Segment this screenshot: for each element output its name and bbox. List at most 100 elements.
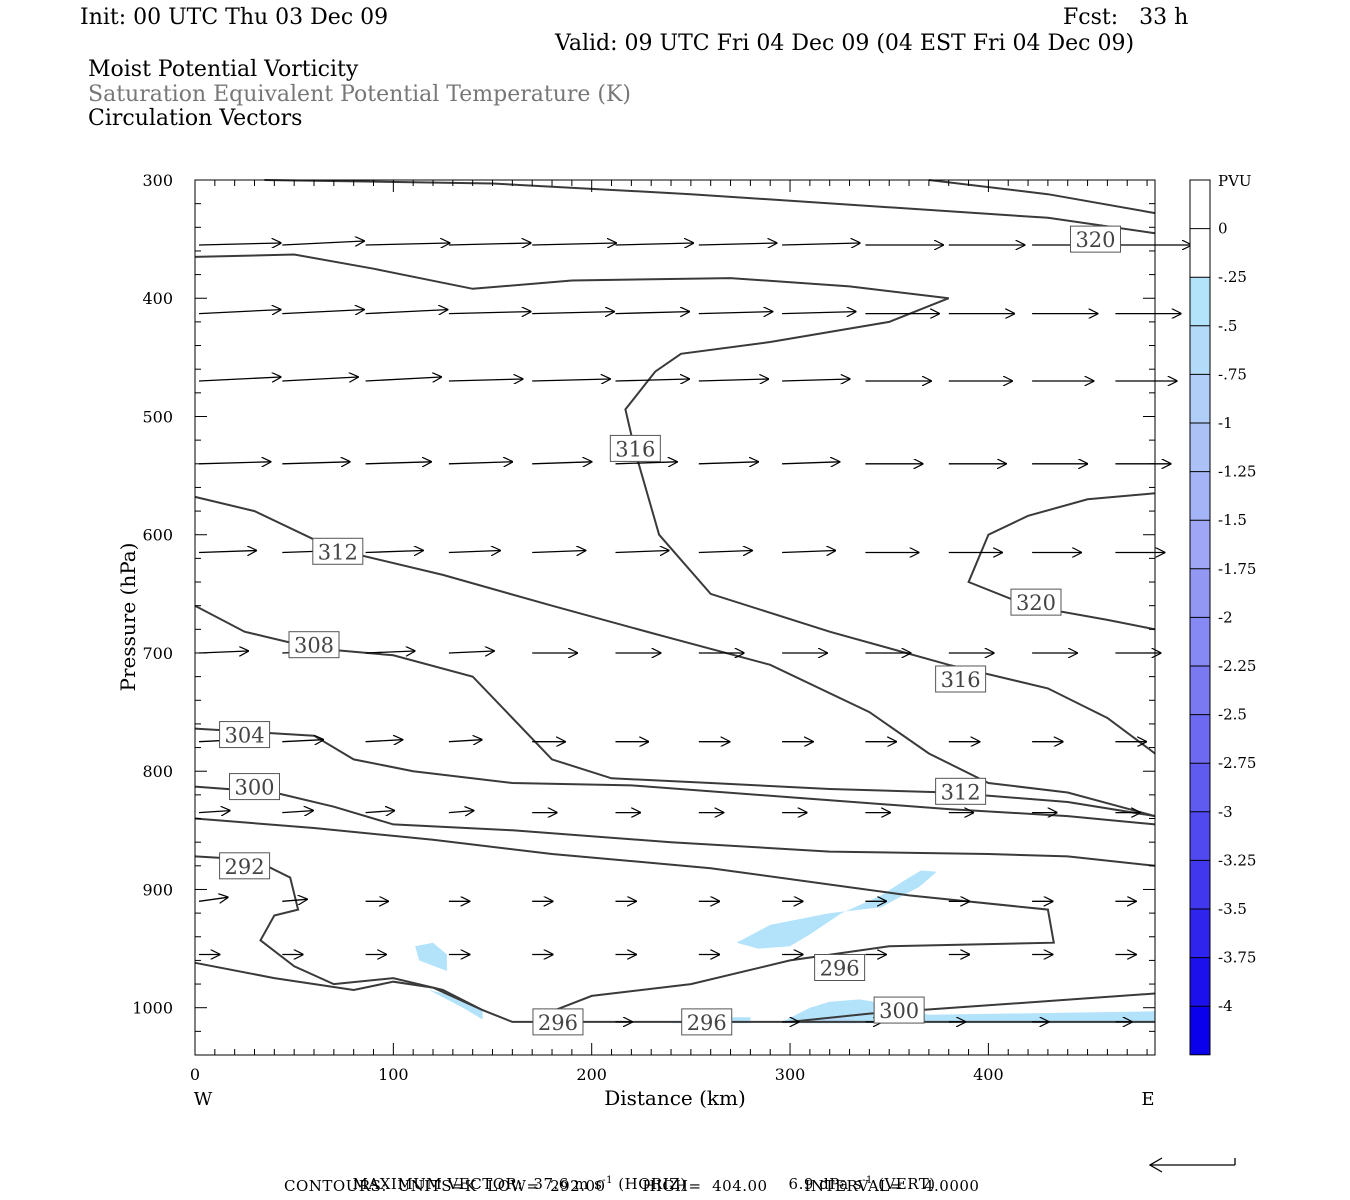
colorbar-label: 0 [1218,220,1228,238]
colorbar-label: -1.25 [1218,463,1256,481]
circulation-vector [198,651,248,653]
circulation-vector [282,377,358,381]
contour-label-300: 300 [234,776,274,800]
circulation-vector [282,811,313,813]
circulation-vector [198,377,281,381]
colorbar-label: -2.5 [1218,706,1247,724]
mpv-shade-region-1 [415,942,447,971]
circulation-vector [532,243,616,245]
y-tick-label: 600 [142,526,173,545]
contour-label-box [935,665,987,693]
circulation-vector [782,379,849,381]
contour-label-316: 316 [941,668,981,692]
contour-line-320-2 [967,492,1156,631]
contour-line-300-0 [194,785,1156,867]
x-end-label-east: E [1141,1089,1154,1110]
circulation-vector [448,379,523,381]
colorbar-swatch [1190,666,1210,715]
forecast-hour: Fcst: 33 h [1063,5,1189,30]
circulation-vector [282,310,364,314]
y-axis-title: Pressure (hPa) [116,543,140,692]
circulation-vector [782,551,835,553]
circulation-vectors [198,241,1191,1022]
circulation-vector [448,651,494,653]
x-tick-label: 400 [973,1065,1004,1084]
contour-label-box [1010,588,1062,616]
contour-line-300-1 [789,992,1156,1023]
mpv-shade-region-0 [736,870,937,949]
circulation-vector [698,312,773,314]
circulation-vector [698,551,752,553]
colorbar-label: -1 [1218,414,1233,432]
contour-info-text: CONTOURS: UNITS=K LOW= 292.00 HIGH= 404.… [284,1177,980,1195]
colorbar-swatch [1190,180,1210,229]
colorbar: 0 -.25 -.5 -.75 -1 -1.25 -1.5 -1.75 -2 -2.25 -2.5 -… [1189,172,1256,1056]
circulation-vector [615,379,690,381]
mpv-shade-region-2 [429,990,483,1020]
colorbar-swatch [1190,617,1210,666]
colorbar-label: -4 [1218,997,1233,1015]
max-vector-vert-text: 6.9 dPa s-1 (VERT) [778,1157,936,1193]
colorbar-label: -.75 [1218,365,1247,383]
contour-label-320: 320 [1016,591,1056,615]
circulation-vector [698,379,768,381]
mpv-shading [415,870,1155,1024]
colorbar-label: -2.25 [1218,657,1256,675]
contour-label-box [935,777,987,805]
theta-es-contours [194,179,1156,1023]
field-label-thetaes: Saturation Equivalent Potential Temperat… [88,82,631,107]
colorbar-label: -3.5 [1218,900,1247,918]
y-tick-label: 400 [142,289,173,308]
circulation-vector [448,551,500,553]
circulation-vector [365,651,415,653]
circulation-vector [448,811,474,813]
max-vector-horiz-value: MAXIMUM VECTOR: 37.6 m s [352,1175,603,1193]
circulation-vector [532,462,591,464]
circulation-vector [365,551,423,553]
reference-vector-icon [1148,1157,1236,1173]
axis-labels: 300 400 500 600 700 800 900 1000 0 100 200 300 400 W E… [116,171,1155,1110]
circulation-vector [698,462,758,464]
circulation-vector [782,243,860,245]
y-tick-label: 300 [142,171,173,190]
colorbar-label: -3 [1218,803,1233,821]
circulation-vector [198,462,270,464]
circulation-vector [282,899,307,901]
colorbar-label: -2.75 [1218,754,1256,772]
contour-line-292-0 [194,855,1155,1023]
contour-line-292-1 [194,961,484,1012]
x-end-label-west: W [194,1089,213,1110]
contour-label-312: 312 [941,780,981,804]
colorbar-swatch [1190,228,1210,278]
contour-label-box [219,721,271,749]
circulation-vector [198,897,228,901]
colorbar-label: -.25 [1218,268,1247,286]
colorbar-swatch [1190,423,1210,472]
colorbar-swatch [1190,860,1210,909]
x-tick-label: 100 [378,1065,409,1084]
contour-label-box [873,996,925,1024]
max-vector-horiz-exponent: -1 [602,1175,614,1186]
colorbar-swatch [1190,471,1210,521]
colorbar-swatch [1190,763,1210,812]
circulation-vector [198,310,281,314]
circulation-vector [448,312,531,314]
max-vector-vert-suffix: (VERT) [872,1175,936,1193]
axis-ticks [194,179,1155,1056]
x-tick-label: 200 [576,1065,607,1084]
circulation-vector [282,241,364,245]
colorbar-swatch [1190,277,1210,326]
colorbar-label: -1.75 [1218,560,1256,578]
circulation-vector [615,312,690,314]
colorbar-label: -3.75 [1218,949,1256,967]
circulation-vector [365,740,403,742]
colorbar-label: -.5 [1218,317,1237,335]
colorbar-swatch [1190,714,1210,764]
contour-label-box [1069,225,1121,253]
max-vector-vert-value: 6.9 dPa s [788,1175,863,1193]
circulation-vector [365,462,431,464]
colorbar-label: -2 [1218,608,1233,626]
colorbar-swatch [1190,325,1210,375]
contour-label-296: 296 [687,1011,727,1035]
contour-label-304: 304 [225,724,265,748]
